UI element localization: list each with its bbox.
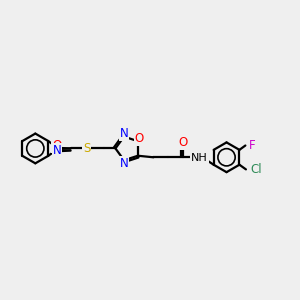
- Text: N: N: [52, 144, 61, 158]
- Text: O: O: [52, 140, 62, 152]
- Text: N: N: [120, 157, 128, 169]
- Text: Cl: Cl: [250, 163, 262, 176]
- Text: NH: NH: [191, 153, 208, 163]
- Text: O: O: [178, 136, 188, 148]
- Text: N: N: [120, 128, 128, 140]
- Text: S: S: [83, 142, 90, 155]
- Text: O: O: [134, 132, 144, 145]
- Text: F: F: [249, 139, 256, 152]
